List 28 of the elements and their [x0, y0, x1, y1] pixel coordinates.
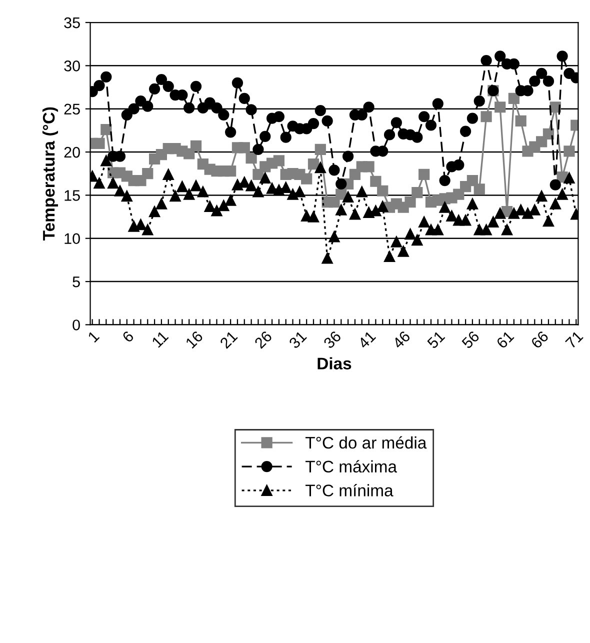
y-tick-label: 10 — [64, 233, 80, 244]
legend-label: T°C mínima — [306, 484, 394, 496]
x-tick-label: 6 — [122, 330, 134, 343]
y-tick-label: 15 — [64, 190, 80, 201]
y-tick-label: 5 — [72, 276, 80, 288]
x-tick-label: 71 — [565, 330, 584, 349]
y-tick-label: 30 — [64, 60, 80, 72]
x-tick-label: 46 — [392, 330, 411, 350]
y-axis-title: Temperatura (°C) — [42, 107, 58, 240]
x-tick-label: 36 — [322, 330, 342, 350]
y-tick-label: 35 — [64, 17, 80, 28]
x-tick-label: 41 — [357, 330, 376, 350]
x-tick-label: 21 — [219, 330, 238, 349]
legend-label: T°C máxima — [306, 460, 397, 473]
y-tick-label: 20 — [64, 146, 80, 158]
x-tick-label: 11 — [151, 330, 169, 348]
x-tick-label: 1 — [88, 330, 100, 343]
y-tick-label: 0 — [72, 320, 80, 330]
y-tick-label: 25 — [64, 104, 80, 115]
legend-label: T°C do ar média — [306, 436, 427, 449]
x-tick-label: 31 — [288, 330, 308, 350]
x-tick-label: 61 — [496, 330, 514, 349]
x-tick-label: 51 — [426, 330, 446, 350]
x-tick-label: 16 — [185, 330, 204, 349]
x-tick-label: 66 — [530, 330, 550, 349]
x-tick-label: 26 — [254, 330, 273, 349]
x-tick-label: 56 — [461, 330, 480, 350]
x-axis-title: Dias — [318, 357, 352, 370]
